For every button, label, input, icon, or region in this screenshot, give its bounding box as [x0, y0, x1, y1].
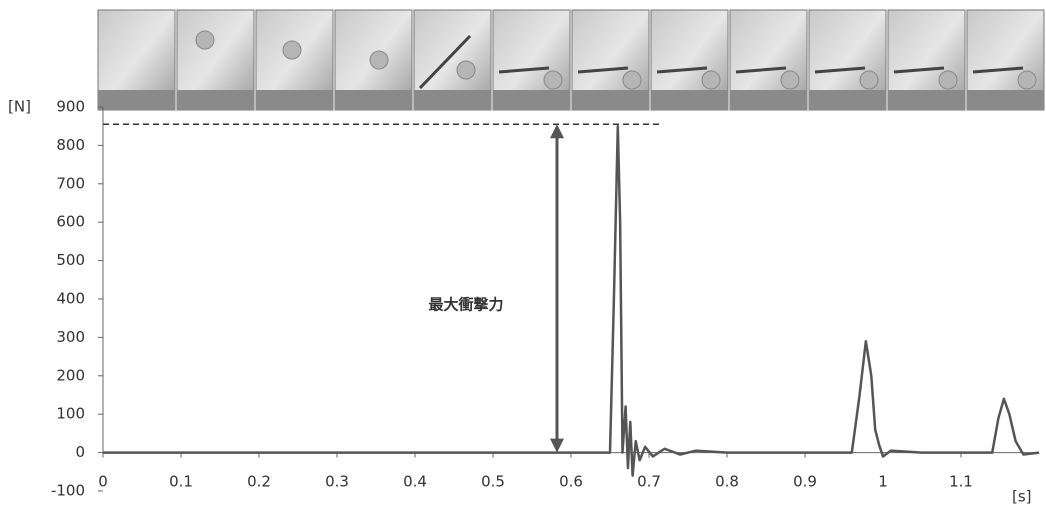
x-tick-label: 0.7 [637, 473, 661, 491]
arrow-head [550, 124, 564, 138]
photo-strip [98, 10, 1044, 110]
x-axis-label: [s] [1012, 488, 1032, 506]
photo-floor [177, 90, 254, 110]
chart: [N] [s] -100 0 100 200 300 400 500 600 700 800 900… [0, 0, 1046, 511]
photo-floor [414, 90, 491, 110]
photo-ball [370, 51, 388, 69]
y-tick-label: 500 [56, 251, 85, 269]
photo-floor [809, 90, 886, 110]
x-tick-label: 0.1 [169, 473, 193, 491]
y-tick-label: 200 [56, 366, 85, 384]
photo-ball [860, 71, 878, 89]
x-tick-label: 1 [878, 473, 888, 491]
y-tick-label: 900 [56, 98, 85, 116]
photo-floor [335, 90, 412, 110]
x-tick-label: 0.6 [559, 473, 583, 491]
y-tick-label: 800 [56, 136, 85, 154]
photo-floor [967, 90, 1044, 110]
photo-ball [623, 71, 641, 89]
photo-ball [781, 71, 799, 89]
annotation-label: 最大衝撃力 [428, 296, 503, 314]
photo-ball [457, 61, 475, 79]
photo-ball [939, 71, 957, 89]
x-tick-label: 0.5 [481, 473, 505, 491]
y-tick-label: 100 [56, 405, 85, 423]
y-tick-label: -100 [51, 482, 85, 500]
photo-ball [544, 71, 562, 89]
photo-ball [283, 41, 301, 59]
photo-ball [1018, 71, 1036, 89]
y-tick-label: 300 [56, 328, 85, 346]
arrow-head [550, 439, 564, 453]
photo-floor [888, 90, 965, 110]
x-tick-label: 0.2 [247, 473, 271, 491]
x-tick-label: 0.8 [715, 473, 739, 491]
photo-floor [256, 90, 333, 110]
photo-ball [702, 71, 720, 89]
photo-floor [651, 90, 728, 110]
photo-floor [98, 90, 175, 110]
photo-ball [196, 31, 214, 49]
x-tick-label: 0 [98, 473, 108, 491]
y-axis-label: [N] [8, 98, 31, 116]
photo-floor [730, 90, 807, 110]
y-tick-label: 600 [56, 213, 85, 231]
y-tick-label: 400 [56, 290, 85, 308]
x-tick-label: 0.3 [325, 473, 349, 491]
data-line [103, 126, 1039, 475]
photo-floor [493, 90, 570, 110]
x-tick-label: 0.9 [793, 473, 817, 491]
y-tick-label: 700 [56, 174, 85, 192]
y-tick-label: 0 [75, 443, 85, 461]
photo-floor [572, 90, 649, 110]
x-tick-label: 0.4 [403, 473, 427, 491]
x-tick-label: 1.1 [949, 473, 973, 491]
